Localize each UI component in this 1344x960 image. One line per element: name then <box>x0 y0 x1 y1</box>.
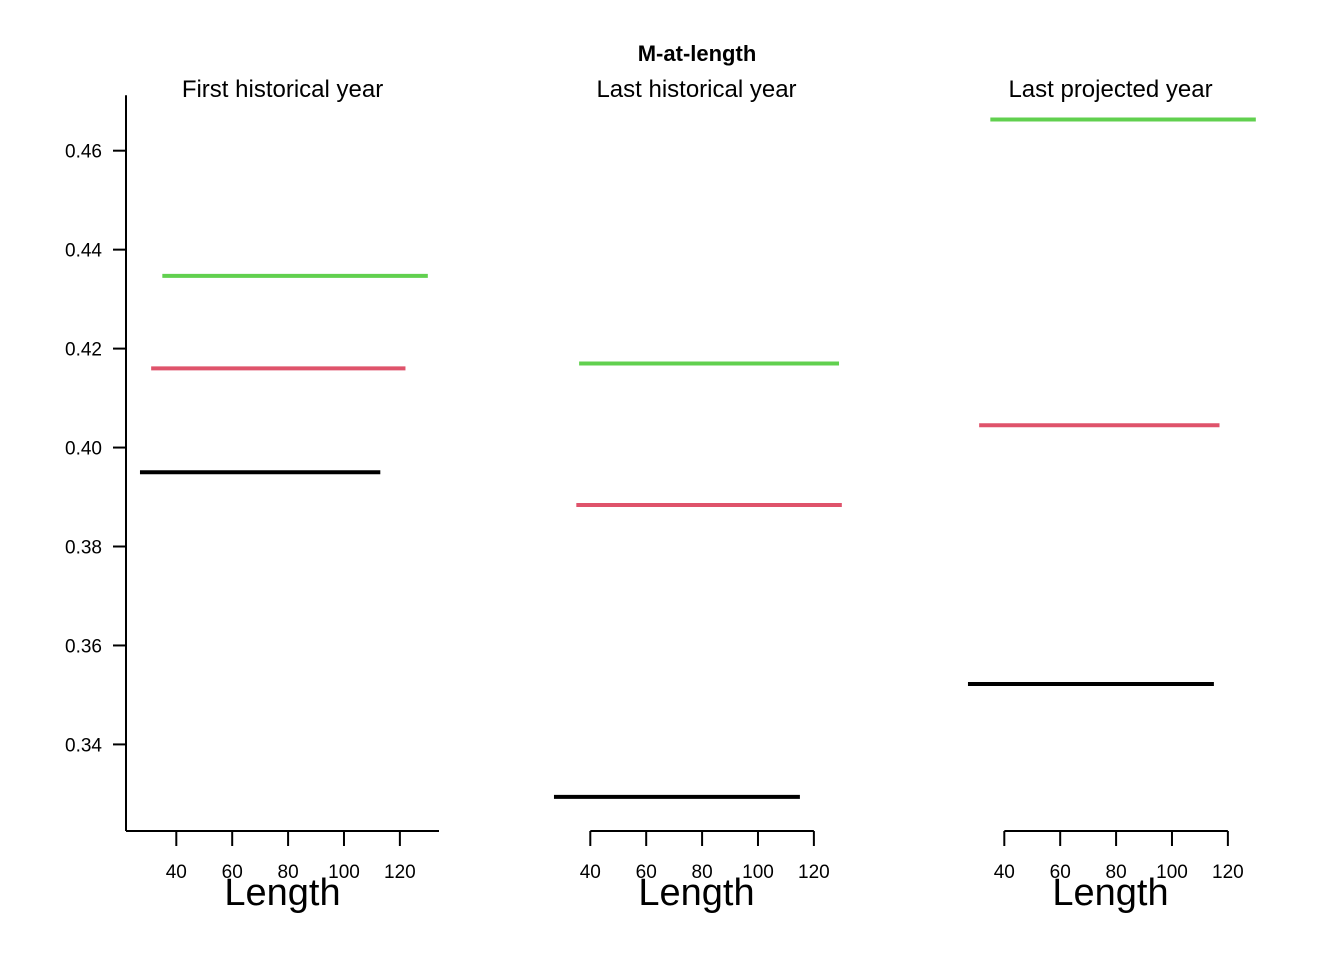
x-tick-label: 100 <box>742 862 774 883</box>
panel-title: Last historical year <box>596 76 796 103</box>
y-tick-label: 0.40 <box>65 439 102 460</box>
chart-title: M-at-length <box>638 41 757 66</box>
x-tick-label: 40 <box>994 862 1015 883</box>
x-axis-label: Length <box>638 872 754 914</box>
x-tick-label: 40 <box>580 862 601 883</box>
chart-panels: 0.34 0.36 0.38 0.40 0.42 0.44 0.46 First histor… <box>65 76 1256 914</box>
x-tick-label: 120 <box>384 862 416 883</box>
y-tick-label: 0.42 <box>65 340 102 361</box>
x-tick-label: 60 <box>222 862 243 883</box>
x-axis-label: Length <box>224 872 340 914</box>
y-tick-label: 0.36 <box>65 636 102 657</box>
panel-1: First historical year 40 60 80 100 120 Length <box>126 76 439 914</box>
y-tick-label: 0.38 <box>65 538 102 559</box>
panel-title: First historical year <box>182 76 383 103</box>
x-tick-label: 80 <box>692 862 713 883</box>
x-tick-label: 60 <box>636 862 657 883</box>
x-tick-label: 120 <box>1212 862 1244 883</box>
x-tick-label: 60 <box>1050 862 1071 883</box>
x-axis-label: Length <box>1052 872 1168 914</box>
panel-3: Last projected year 40 60 80 100 120 Length <box>967 76 1256 914</box>
panel-title: Last projected year <box>1008 76 1212 103</box>
x-tick-label: 80 <box>278 862 299 883</box>
x-tick-label: 80 <box>1106 862 1127 883</box>
x-tick-label: 100 <box>328 862 360 883</box>
y-tick-label: 0.34 <box>65 735 102 756</box>
x-tick-label: 120 <box>798 862 830 883</box>
x-tick-label: 40 <box>166 862 187 883</box>
x-tick-label: 100 <box>1156 862 1188 883</box>
y-tick-label: 0.44 <box>65 241 102 262</box>
panel-2: Last historical year 40 60 80 100 120 Length <box>553 76 842 914</box>
y-tick-label: 0.46 <box>65 142 102 163</box>
